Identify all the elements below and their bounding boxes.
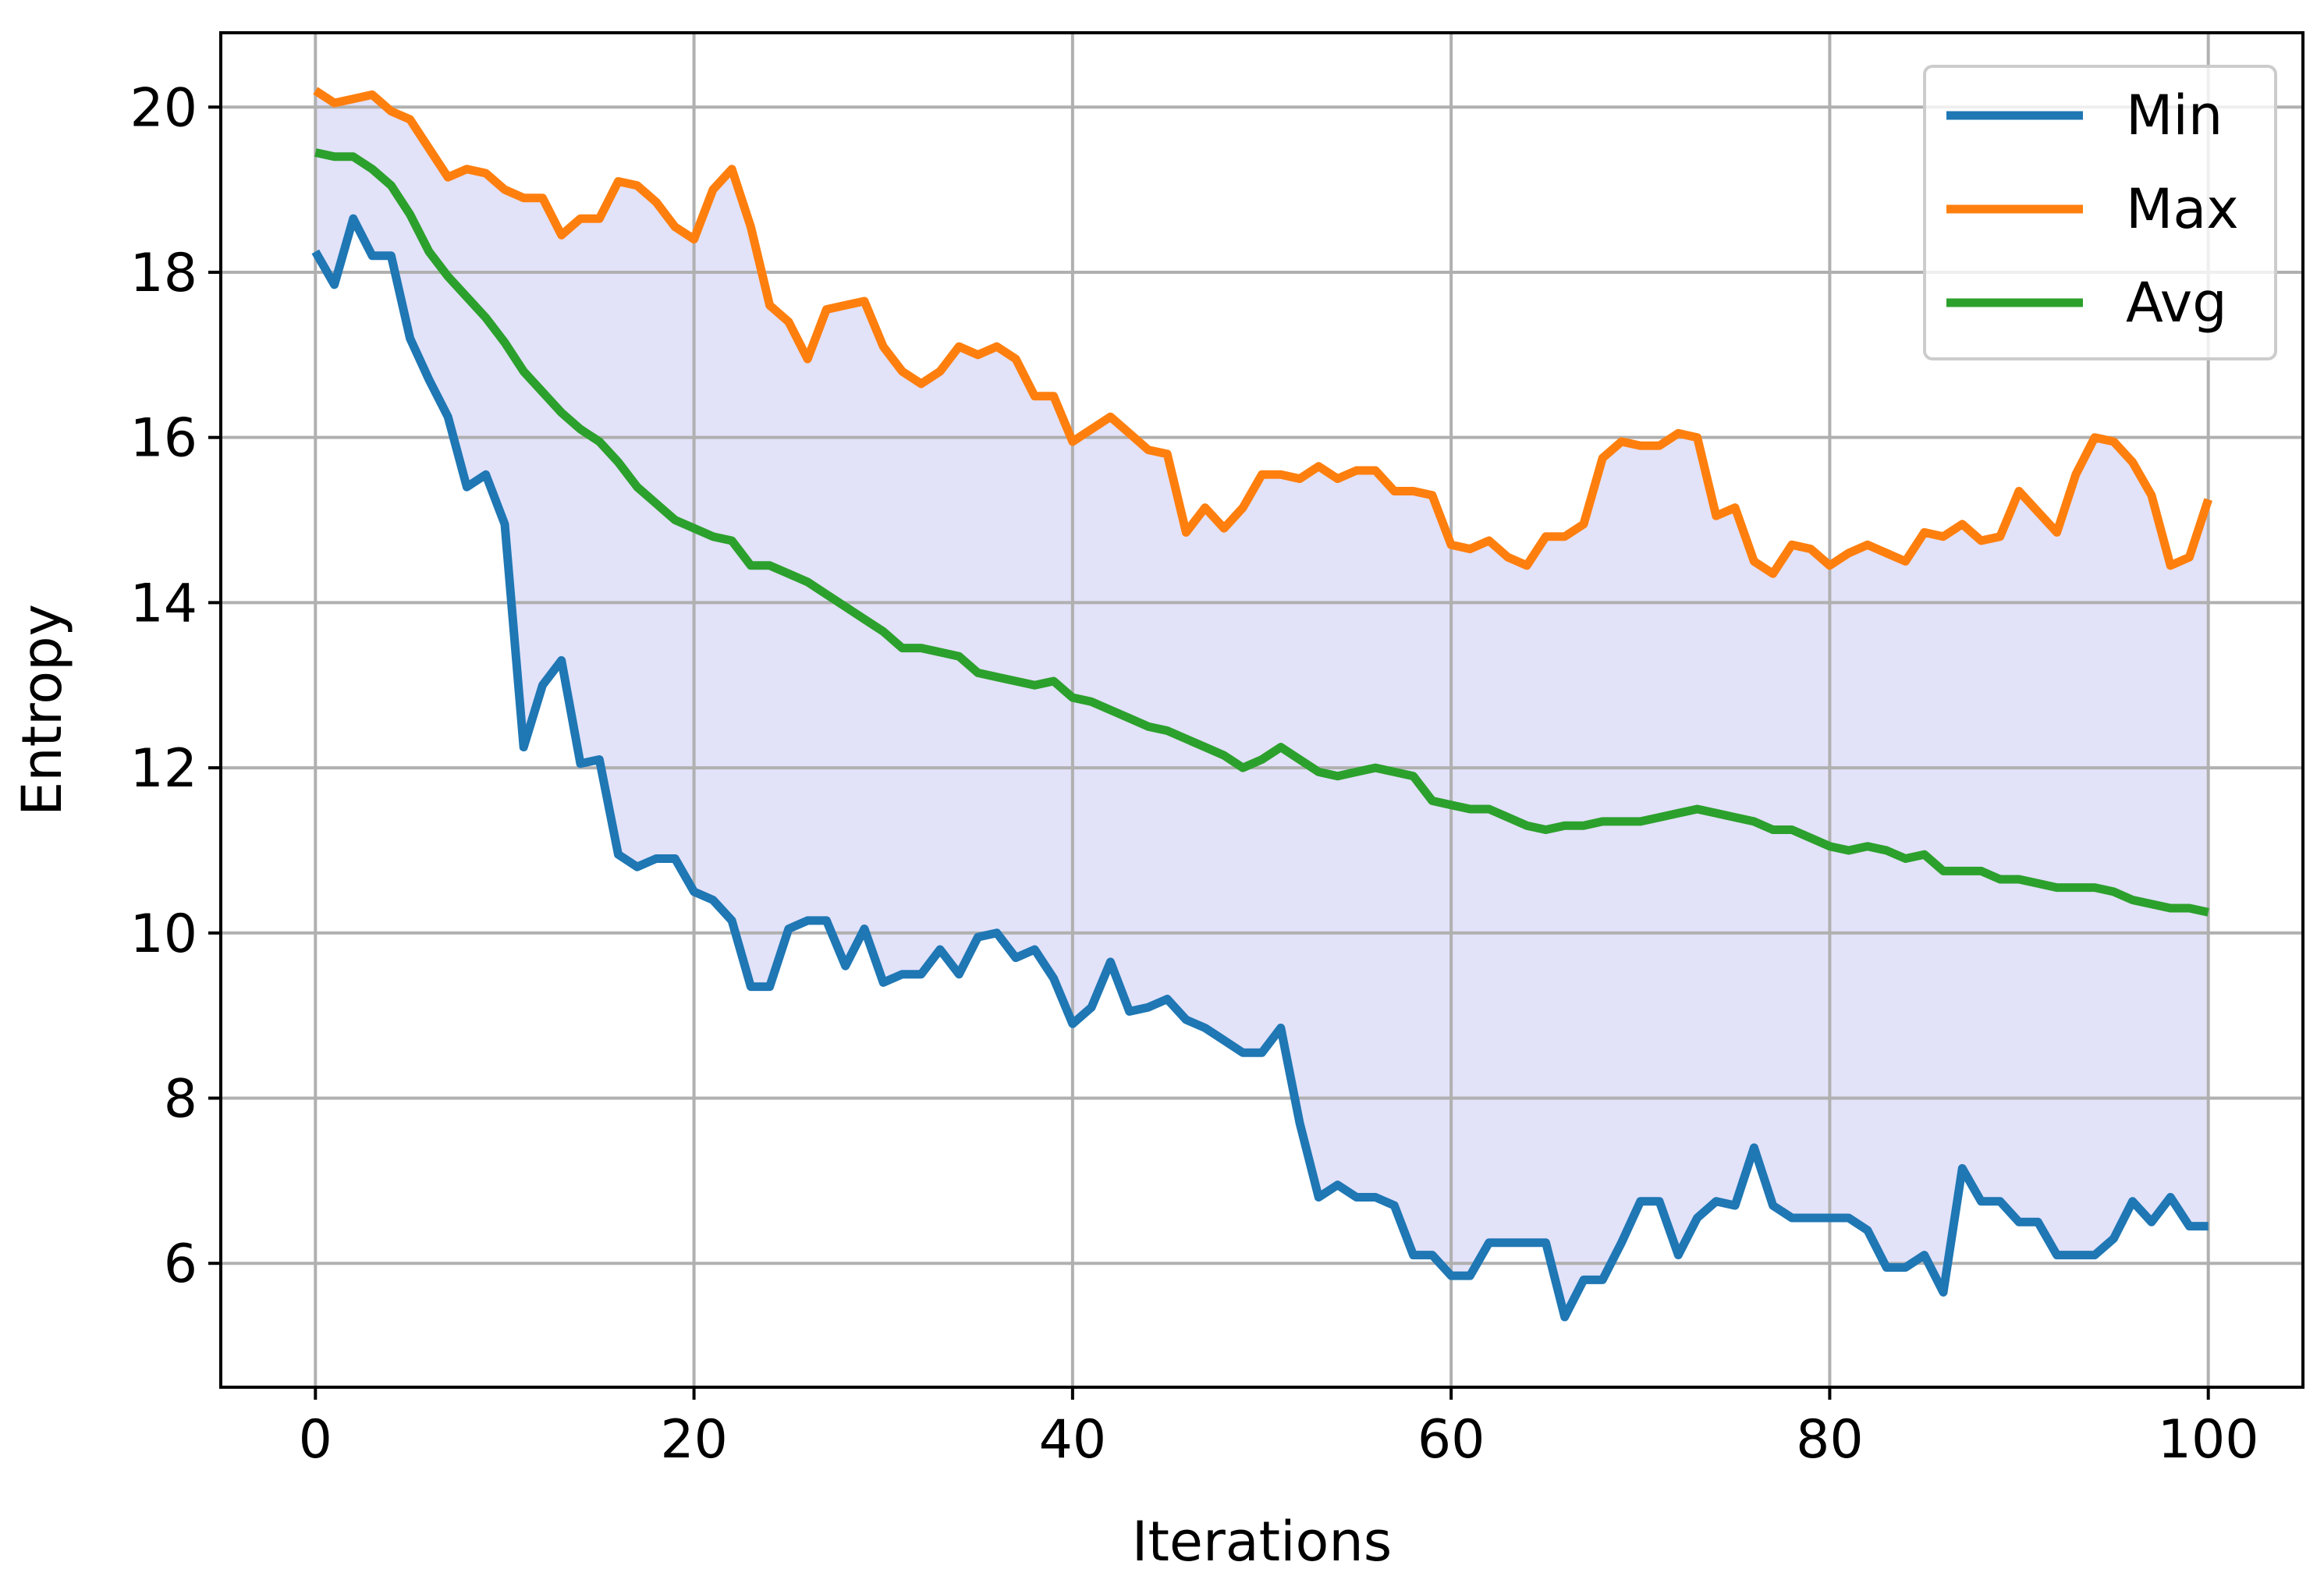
legend-label-max: Max (2126, 177, 2239, 241)
legend: Min Max Avg (1923, 65, 2277, 360)
legend-label-min: Min (2126, 83, 2223, 147)
legend-label-avg: Avg (2126, 271, 2227, 335)
series-line-avg (314, 148, 2209, 917)
series-line-min (311, 214, 2209, 1322)
x-tick-label: 20 (660, 1409, 728, 1471)
y-tick-label: 12 (130, 738, 197, 800)
min-max-fill-band (315, 91, 2209, 1318)
x-tick-label: 40 (1039, 1409, 1107, 1471)
x-tick-label: 60 (1417, 1409, 1485, 1471)
gridlines (221, 33, 2303, 1387)
y-axis-title: Entropy (10, 604, 74, 816)
plot-frame (219, 31, 2304, 1389)
series-lines (311, 87, 2212, 1322)
axis-ticks (208, 105, 2210, 1400)
y-tick-label: 16 (130, 408, 197, 470)
y-tick-label: 8 (164, 1069, 197, 1131)
x-tick-label: 80 (1796, 1409, 1864, 1471)
y-tick-label: 18 (130, 243, 197, 304)
x-tick-labels: 0 20 40 60 80 100 (299, 1409, 2259, 1471)
y-tick-labels: 6 8 10 12 14 16 18 20 (130, 77, 197, 1295)
y-tick-label: 20 (130, 77, 197, 139)
y-tick-label: 14 (130, 573, 197, 634)
legend-box (1923, 65, 2277, 360)
y-tick-label: 6 (164, 1234, 197, 1295)
min-max-band-layer (315, 91, 2209, 1318)
x-tick-label: 0 (299, 1409, 332, 1471)
y-tick-label: 10 (130, 903, 197, 965)
x-tick-label: 100 (2158, 1409, 2259, 1471)
x-axis-title: Iterations (1132, 1510, 1392, 1569)
series-line-max (313, 87, 2212, 578)
